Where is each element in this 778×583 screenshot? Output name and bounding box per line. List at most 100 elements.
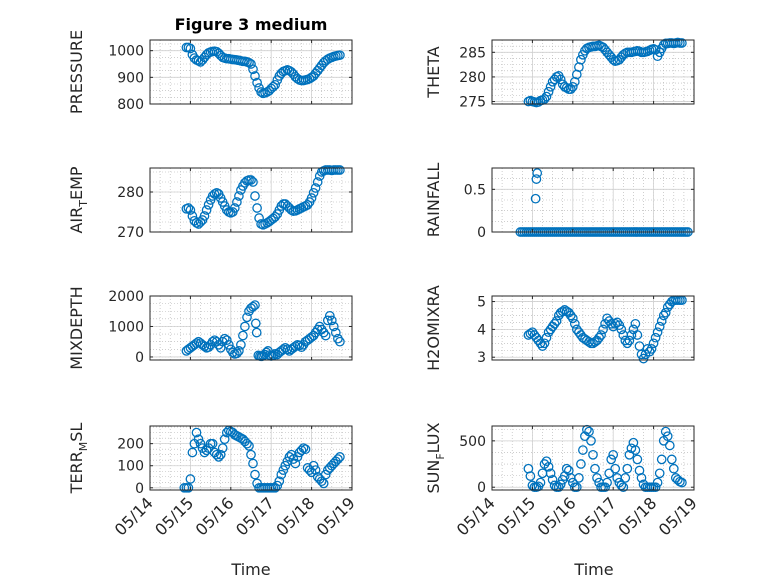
axes-box — [491, 167, 695, 233]
data-point — [333, 333, 343, 344]
data-point — [251, 327, 262, 338]
data-point — [335, 165, 345, 175]
x-tick-label: 05/17 — [232, 493, 278, 539]
data-point — [246, 59, 256, 69]
y-tick-label: 200 — [117, 437, 144, 453]
data-point — [549, 318, 560, 329]
data-point — [578, 445, 588, 455]
data-series — [523, 37, 687, 108]
axes-box — [491, 425, 695, 491]
panel-theta: 275 280 285 THETA — [424, 37, 695, 111]
data-point — [584, 426, 594, 437]
x-tick-label: 05/19 — [655, 493, 701, 539]
data-point — [223, 339, 234, 350]
data-point — [242, 312, 252, 323]
data-point — [539, 94, 550, 104]
data-point — [535, 338, 546, 349]
data-point — [553, 482, 564, 493]
data-point — [310, 183, 321, 193]
data-point — [656, 316, 667, 326]
data-point — [648, 338, 659, 349]
data-point — [183, 203, 194, 213]
panel-pressure: 800 900 1000 PRESSURE — [67, 30, 353, 114]
data-point — [193, 434, 204, 445]
x-tick-label: 05/14 — [453, 493, 499, 539]
data-point — [541, 332, 552, 343]
y-tick-label: 0 — [477, 225, 486, 241]
data-point — [543, 461, 554, 472]
data-point — [545, 81, 556, 92]
data-point — [620, 473, 631, 483]
data-point — [278, 465, 289, 475]
data-point — [203, 199, 214, 210]
data-point — [213, 452, 224, 462]
data-point — [624, 449, 635, 460]
axes-box — [491, 295, 695, 361]
data-point — [660, 307, 671, 318]
data-point — [335, 50, 345, 61]
data-point — [250, 318, 261, 329]
data-point — [531, 174, 542, 184]
data-point — [250, 191, 260, 201]
y-axis-label: SUNFLUX — [424, 422, 447, 493]
data-point — [227, 347, 238, 358]
data-point — [207, 438, 218, 449]
data-point — [306, 193, 317, 203]
data-point — [326, 315, 337, 326]
data-point — [318, 478, 329, 489]
data-point — [594, 332, 604, 343]
y-tick-label: 2000 — [108, 289, 144, 305]
data-point — [232, 197, 242, 207]
data-point — [217, 336, 228, 347]
data-point — [187, 211, 198, 221]
y-tick-label: 280 — [459, 70, 486, 86]
data-point — [324, 310, 335, 321]
data-point — [576, 54, 586, 65]
data-point — [622, 338, 633, 349]
data-point — [662, 431, 673, 442]
data-point — [612, 317, 623, 328]
data-point — [644, 346, 655, 357]
data-point — [250, 469, 260, 480]
data-point — [569, 76, 580, 87]
y-axis-label: TERRMSL — [67, 423, 90, 495]
data-point — [660, 426, 671, 437]
data-point — [630, 445, 641, 455]
data-point — [217, 443, 228, 453]
data-point — [632, 454, 643, 465]
data-point — [207, 336, 218, 347]
data-point — [219, 434, 230, 445]
data-point — [602, 477, 612, 488]
data-point — [567, 81, 578, 92]
data-point — [606, 454, 617, 465]
data-point — [574, 473, 584, 483]
data-point — [596, 330, 606, 340]
y-tick-label: 5 — [477, 295, 486, 311]
data-point — [658, 310, 669, 321]
y-tick-label: 3 — [477, 350, 486, 366]
data-point — [624, 335, 635, 346]
data-series — [181, 300, 345, 362]
panel-rainfall: 0 0.5 RAINFALL — [424, 163, 695, 241]
axes-box — [149, 425, 353, 491]
data-point — [276, 469, 287, 480]
data-point — [296, 445, 307, 456]
data-point — [322, 315, 333, 326]
axes-box — [149, 295, 353, 361]
data-point — [586, 435, 596, 446]
data-point — [215, 449, 226, 460]
data-point — [543, 86, 554, 97]
y-tick-label: 275 — [459, 95, 486, 111]
data-point — [211, 449, 222, 460]
y-axis-label: H2OMIXRA — [424, 285, 443, 371]
x-tick-label: 05/18 — [272, 493, 318, 539]
data-point — [656, 454, 667, 465]
data-point — [668, 463, 679, 474]
data-point — [532, 168, 543, 178]
data-point — [221, 335, 232, 346]
axes-box — [149, 167, 353, 233]
data-point — [248, 177, 258, 187]
figure-title: Figure 3 medium — [175, 15, 328, 34]
y-tick-label: 0.5 — [464, 182, 486, 198]
y-tick-label: 0 — [135, 481, 144, 497]
